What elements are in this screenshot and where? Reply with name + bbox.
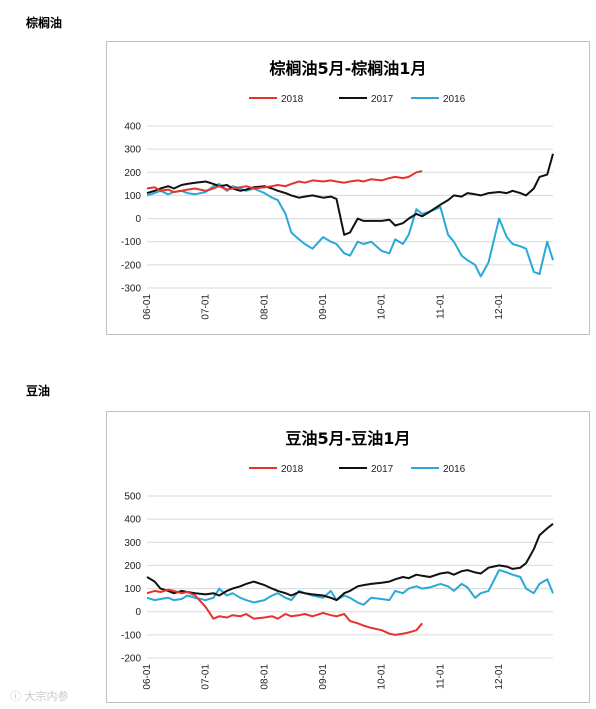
- legend-label-2018: 2018: [281, 464, 304, 475]
- x-tick-label: 07-01: [201, 664, 212, 690]
- x-tick-label: 06-01: [142, 294, 153, 320]
- series-line-2016: [146, 569, 554, 606]
- y-tick-label: 100: [124, 191, 141, 202]
- section-title-palm: 棕榈油: [26, 16, 63, 30]
- y-tick-label: -100: [121, 237, 141, 248]
- x-tick-label: 10-01: [377, 664, 388, 690]
- y-tick-label: 100: [124, 584, 141, 595]
- legend-label-2017: 2017: [371, 94, 394, 105]
- x-tick-label: 10-01: [377, 294, 388, 320]
- x-tick-label: 06-01: [142, 664, 153, 690]
- legend-label-2018: 2018: [281, 94, 304, 105]
- x-tick-label: 08-01: [259, 664, 270, 690]
- y-tick-label: 500: [124, 492, 141, 503]
- x-tick-label: 08-01: [259, 294, 270, 320]
- series-line-2017: [146, 153, 554, 236]
- y-tick-label: -200: [121, 654, 141, 665]
- x-tick-label: 11-01: [435, 664, 446, 689]
- chart-panel-palm: 棕榈油5月-棕榈油1月 2018 2017 2016 -300 -200 -100 0 100 2…: [106, 41, 590, 335]
- x-tick-label: 09-01: [318, 294, 329, 320]
- x-tick-label: 07-01: [201, 294, 212, 320]
- y-tick-label: 0: [135, 607, 141, 618]
- chart-palm-spread: 棕榈油5月-棕榈油1月 2018 2017 2016 -300 -200 -100 0 100 2…: [121, 59, 554, 320]
- chart-title: 豆油5月-豆油1月: [286, 429, 411, 448]
- series-line-2018: [146, 588, 423, 636]
- y-tick-label: -100: [121, 630, 141, 641]
- legend-label-2017: 2017: [371, 464, 394, 475]
- series-line-2017: [146, 523, 554, 602]
- y-tick-label: 300: [124, 145, 141, 156]
- series-line-2018: [146, 170, 423, 193]
- chart-soy-spread: 豆油5月-豆油1月 2018 2017 2016 -200 -100 0 100 200 300 4…: [121, 429, 554, 690]
- legend-label-2016: 2016: [443, 94, 466, 105]
- chart-panel-soy: 豆油5月-豆油1月 2018 2017 2016 -200 -100 0 100 200 300 4…: [106, 411, 590, 703]
- y-tick-label: 400: [124, 122, 141, 133]
- chart-title: 棕榈油5月-棕榈油1月: [270, 59, 427, 78]
- watermark: ⓘ 大宗内参: [10, 690, 69, 703]
- y-tick-label: 0: [135, 214, 141, 225]
- x-tick-label: 12-01: [494, 664, 505, 690]
- legend-label-2016: 2016: [443, 464, 466, 475]
- y-tick-label: -200: [121, 260, 141, 271]
- y-tick-label: 300: [124, 538, 141, 549]
- y-tick-label: 200: [124, 561, 141, 572]
- y-tick-label: -300: [121, 284, 141, 295]
- series-line-2016: [146, 182, 554, 278]
- x-tick-label: 09-01: [318, 664, 329, 690]
- section-title-soy: 豆油: [26, 384, 51, 398]
- x-tick-label: 12-01: [494, 294, 505, 320]
- y-tick-label: 200: [124, 168, 141, 179]
- x-tick-label: 11-01: [435, 294, 446, 319]
- y-tick-label: 400: [124, 515, 141, 526]
